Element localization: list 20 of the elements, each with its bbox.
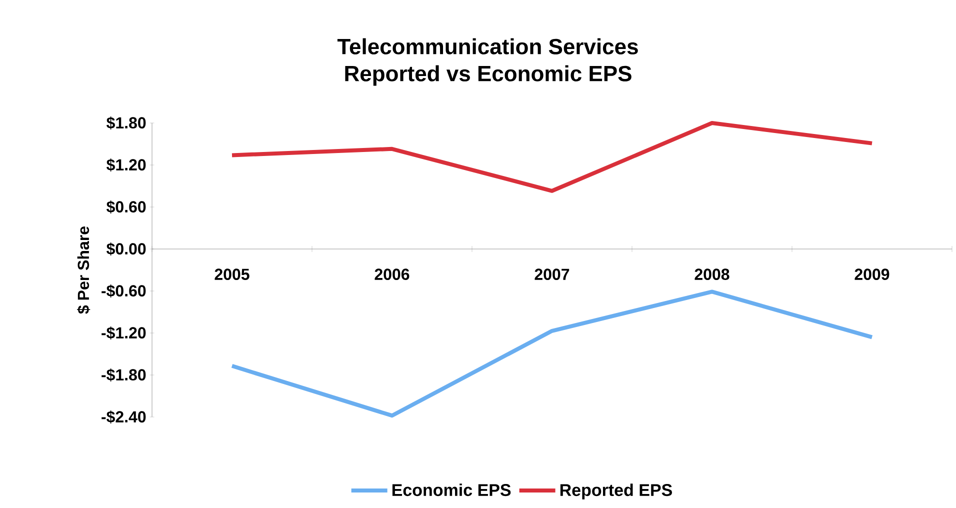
line-series [230, 121, 874, 193]
x-tick-label: 2007 [534, 268, 570, 280]
x-tick-label: 2009 [854, 268, 890, 280]
legend-label: Economic EPS [392, 484, 511, 496]
x-tick-label: 2008 [694, 268, 730, 280]
line-series [230, 290, 874, 418]
chart-subtitle: Reported vs Economic EPS [345, 65, 632, 86]
y-tick-label: -$1.20 [102, 326, 146, 340]
chart-title: Telecommunication Services [337, 38, 638, 54]
y-tick-label: $1.80 [106, 116, 146, 130]
x-tick-label: 2005 [214, 268, 250, 280]
y-tick-label: -$2.40 [102, 410, 146, 424]
legend-label: Reported EPS [560, 484, 672, 500]
y-axis-title: $ Per Share [77, 226, 90, 314]
x-tick-label: 2006 [374, 268, 410, 280]
y-tick-label: $1.20 [106, 158, 146, 172]
y-tick-label: -$0.60 [102, 284, 146, 298]
y-tick-label: $0.60 [106, 200, 146, 214]
y-tick-label: -$1.80 [102, 368, 146, 382]
y-tick-label: $0.00 [106, 242, 146, 256]
